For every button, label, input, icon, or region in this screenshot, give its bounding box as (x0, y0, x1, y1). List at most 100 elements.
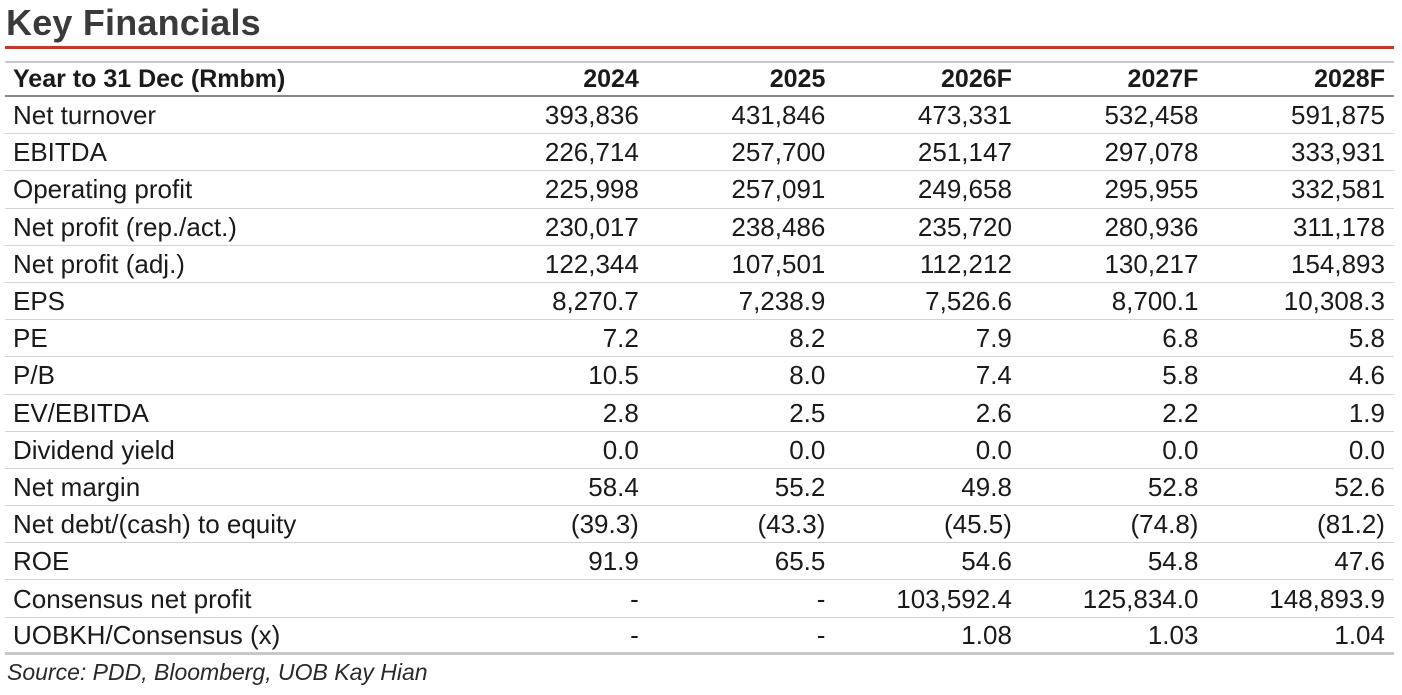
row-value: 7.4 (975, 360, 1012, 391)
row-value: 8,270.7 (552, 286, 639, 317)
row-value: 7.2 (602, 323, 639, 354)
row-value: 1.9 (1348, 397, 1385, 428)
row-value: 8.2 (789, 323, 826, 354)
header-cell-2027f: 2027F (1127, 64, 1199, 93)
row-value: 54.8 (1147, 546, 1199, 577)
row-label: Operating profit (13, 174, 193, 205)
row-value: 591,875 (1290, 100, 1385, 131)
table-body: Net turnover 393,836 431,846 473,331 532,458… (5, 97, 1394, 655)
row-value: 6.8 (1162, 323, 1199, 354)
row-value: 0.0 (1162, 434, 1199, 465)
row-value: 238,486 (731, 211, 826, 242)
row-value: (81.2) (1317, 509, 1385, 540)
row-value: - (816, 583, 826, 614)
row-value: 5.8 (1348, 323, 1385, 354)
row-value: 54.6 (961, 546, 1012, 577)
row-value: 130,217 (1104, 248, 1199, 279)
row-label: Net profit (rep./act.) (13, 211, 237, 242)
row-value: 4.6 (1348, 360, 1385, 391)
row-value: 103,592.4 (896, 583, 1012, 614)
row-label: ROE (13, 546, 70, 577)
row-label: Net debt/(cash) to equity (13, 509, 297, 540)
row-value: 122,344 (544, 248, 639, 279)
header-cell-label: Year to 31 Dec (Rmbm) (13, 64, 286, 93)
row-value: 5.8 (1162, 360, 1199, 391)
row-label: Net profit (adj.) (13, 248, 185, 279)
row-value: 65.5 (774, 546, 826, 577)
row-value: 47.6 (1334, 546, 1385, 577)
table-row: EBITDA 226,714 257,700 251,147 297,078 333,93… (5, 134, 1394, 172)
row-value: 473,331 (917, 100, 1012, 131)
row-value: 297,078 (1104, 137, 1199, 168)
row-value: (45.5) (943, 509, 1012, 540)
row-value: 257,091 (731, 174, 826, 205)
row-value: 7,526.6 (925, 286, 1012, 317)
row-value: 431,846 (731, 100, 826, 131)
table-row: Dividend yield 0.0 0.0 0.0 0.0 0.0 (5, 432, 1394, 469)
table-row: EV/EBITDA 2.8 2.5 2.6 2.2 1.9 (5, 395, 1394, 432)
row-value: 8,700.1 (1111, 286, 1199, 317)
title-divider (5, 46, 1394, 49)
header-cell-2024: 2024 (583, 64, 639, 93)
table-row: Net debt/(cash) to equity (39.3) (43.3) (45… (5, 506, 1394, 544)
table-row: Consensus net profit - - 103,592.4 125,834.0… (5, 580, 1394, 618)
row-value: (43.3) (757, 509, 826, 540)
table-row: Operating profit 225,998 257,091 249,658 295… (5, 171, 1394, 209)
page-title: Key Financials (6, 2, 261, 43)
row-value: 0.0 (975, 434, 1012, 465)
row-label: EV/EBITDA (13, 397, 149, 428)
row-value: (74.8) (1130, 509, 1199, 540)
row-value: - (816, 619, 826, 650)
row-value: 249,658 (917, 174, 1012, 205)
row-value: - (630, 583, 639, 614)
row-value: 10.5 (588, 360, 639, 391)
table-row: P/B 10.5 8.0 7.4 5.8 4.6 (5, 357, 1394, 395)
row-value: 280,936 (1104, 211, 1199, 242)
table-row: Net profit (adj.) 122,344 107,501 112,212 13… (5, 246, 1394, 283)
table-row: Net turnover 393,836 431,846 473,331 532,458… (5, 97, 1394, 135)
row-value: 8.0 (789, 360, 826, 391)
row-value: 154,893 (1290, 248, 1385, 279)
row-value: 0.0 (1348, 434, 1385, 465)
row-value: 226,714 (544, 137, 639, 168)
row-label: EBITDA (13, 137, 107, 168)
row-value: 532,458 (1104, 100, 1199, 131)
row-value: 295,955 (1104, 174, 1199, 205)
row-label: Consensus net profit (13, 583, 252, 614)
row-value: 91.9 (588, 546, 639, 577)
row-value: 2.8 (602, 397, 639, 428)
row-value: 332,581 (1290, 174, 1385, 205)
row-value: 7,238.9 (738, 286, 826, 317)
row-value: 125,834.0 (1082, 583, 1199, 614)
table-row: Net margin 58.4 55.2 49.8 52.8 52.6 (5, 469, 1394, 507)
row-value: 1.03 (1147, 619, 1199, 650)
row-value: 107,501 (731, 248, 826, 279)
row-value: 333,931 (1290, 137, 1385, 168)
row-value: 112,212 (919, 248, 1012, 279)
row-value: 58.4 (588, 471, 639, 502)
row-value: (39.3) (570, 509, 639, 540)
row-value: 251,147 (917, 137, 1012, 168)
table-row: ROE 91.9 65.5 54.6 54.8 47.6 (5, 543, 1394, 581)
row-label: UOBKH/Consensus (x) (13, 619, 281, 650)
row-value: 2.5 (789, 397, 826, 428)
row-value: 0.0 (602, 434, 639, 465)
row-label: EPS (13, 286, 66, 317)
financials-table: Year to 31 Dec (Rmbm) 2024 2025 2026F 20… (5, 61, 1394, 655)
row-value: 2.6 (975, 397, 1012, 428)
row-value: 7.9 (975, 323, 1012, 354)
row-value: 49.8 (961, 471, 1012, 502)
row-value: 2.2 (1162, 397, 1199, 428)
row-value: 55.2 (774, 471, 826, 502)
table-row: Net profit (rep./act.) 230,017 238,486 235,… (5, 209, 1394, 246)
row-value: 225,998 (544, 174, 639, 205)
row-value: 52.8 (1147, 471, 1199, 502)
table-row: EPS 8,270.7 7,238.9 7,526.6 8,700.1 10,308.3 (5, 283, 1394, 321)
row-value: 230,017 (544, 211, 639, 242)
row-label: P/B (13, 360, 55, 391)
row-value: 1.08 (961, 619, 1012, 650)
row-value: 311,178 (1292, 211, 1385, 242)
row-value: 148,893.9 (1269, 583, 1385, 614)
table-row: UOBKH/Consensus (x) - - 1.08 1.03 1.04 (5, 618, 1394, 655)
